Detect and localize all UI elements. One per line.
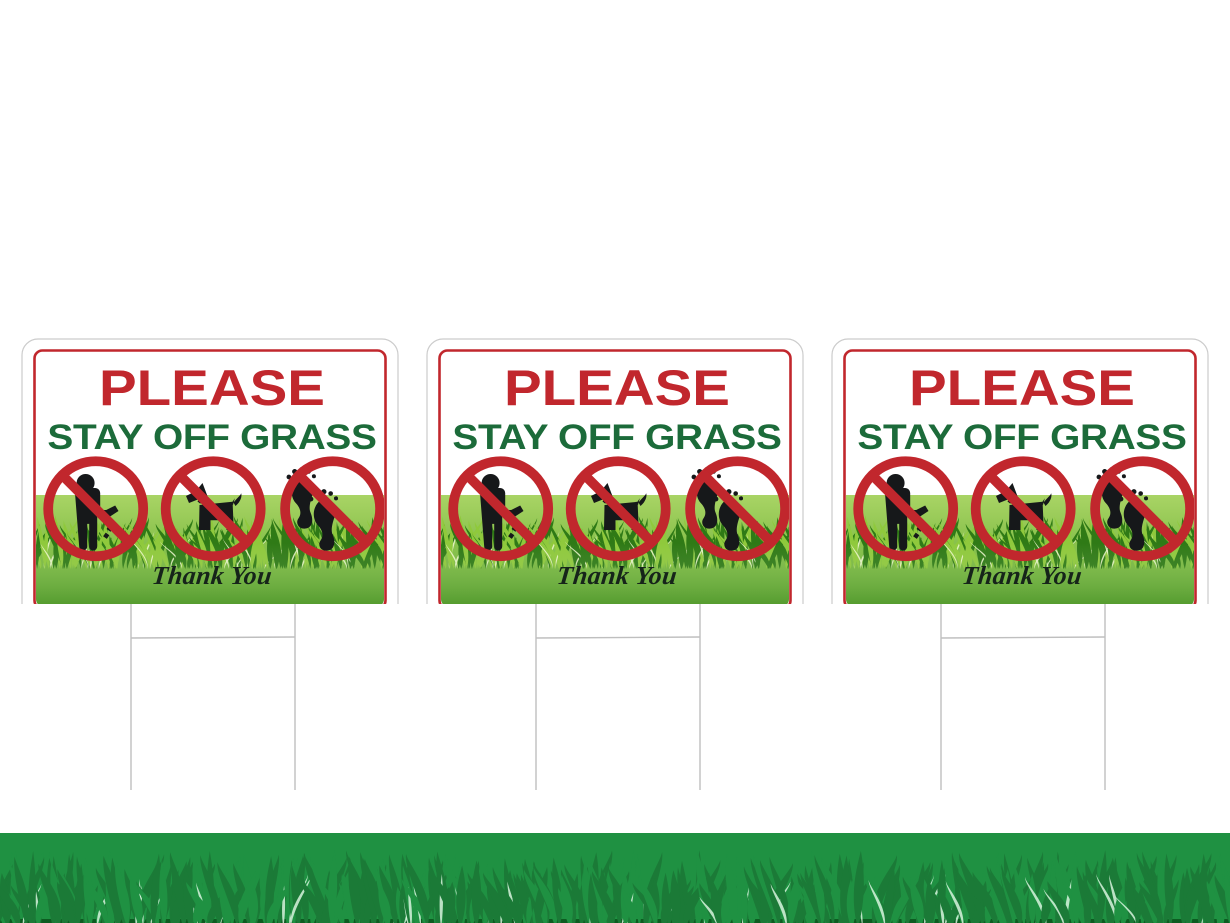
svg-text:PLEASE: PLEASE bbox=[99, 361, 325, 416]
svg-text:STAY OFF GRASS: STAY OFF GRASS bbox=[47, 418, 376, 457]
svg-text:Thank You: Thank You bbox=[961, 561, 1084, 590]
svg-text:STAY OFF GRASS: STAY OFF GRASS bbox=[452, 418, 781, 457]
svg-text:PLEASE: PLEASE bbox=[504, 361, 730, 416]
svg-text:Thank You: Thank You bbox=[556, 561, 679, 590]
svg-text:Thank You: Thank You bbox=[151, 561, 274, 590]
svg-text:PLEASE: PLEASE bbox=[909, 361, 1135, 416]
svg-text:STAY OFF GRASS: STAY OFF GRASS bbox=[857, 418, 1186, 457]
